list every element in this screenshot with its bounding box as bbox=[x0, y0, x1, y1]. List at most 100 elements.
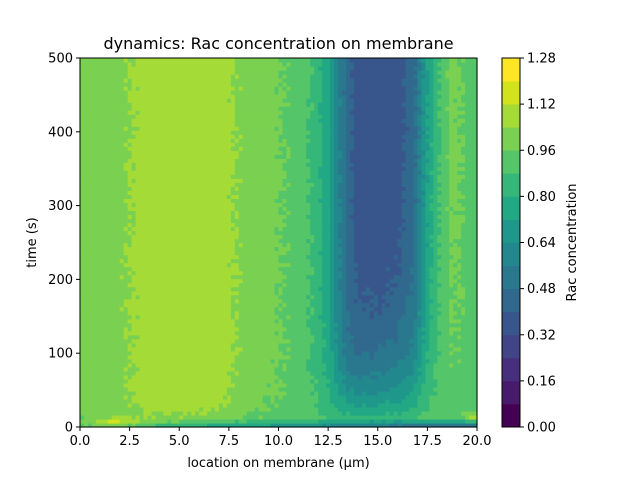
contour-cell bbox=[373, 394, 379, 400]
contour-cell bbox=[254, 362, 260, 368]
contour-cell bbox=[405, 422, 411, 428]
contour-cell bbox=[155, 418, 160, 424]
contour-cell bbox=[207, 306, 212, 312]
contour-cell bbox=[349, 410, 355, 416]
contour-cell bbox=[373, 226, 379, 232]
contour-cell bbox=[294, 226, 299, 232]
contour-cell bbox=[111, 326, 117, 332]
contour-cell bbox=[445, 318, 450, 324]
contour-cell bbox=[318, 274, 323, 280]
contour-cell bbox=[457, 326, 462, 332]
contour-cell bbox=[83, 306, 89, 312]
contour-cell bbox=[441, 390, 446, 396]
contour-cell bbox=[457, 306, 462, 312]
contour-cell bbox=[80, 326, 85, 332]
contour-cell bbox=[250, 422, 256, 428]
contour-cell bbox=[266, 346, 272, 352]
contour-cell bbox=[302, 242, 307, 248]
contour-cell bbox=[286, 382, 292, 388]
contour-cell bbox=[310, 298, 315, 304]
contour-cell bbox=[342, 370, 347, 376]
contour-cell bbox=[373, 246, 379, 252]
contour-cell bbox=[413, 318, 419, 324]
contour-cell bbox=[425, 410, 430, 416]
contour-cell bbox=[187, 334, 192, 340]
contour-cell bbox=[441, 234, 446, 240]
contour-cell bbox=[111, 278, 117, 284]
contour-cell bbox=[393, 254, 399, 260]
contour-cell bbox=[417, 226, 423, 232]
contour-cell bbox=[393, 306, 399, 312]
contour-cell bbox=[326, 398, 331, 404]
contour-cell bbox=[405, 402, 411, 408]
contour-cell bbox=[278, 250, 284, 256]
contour-cell bbox=[381, 290, 387, 296]
contour-cell bbox=[258, 286, 264, 292]
contour-cell bbox=[338, 358, 343, 364]
contour-cell bbox=[258, 238, 264, 244]
contour-cell bbox=[349, 362, 355, 368]
contour-cell bbox=[135, 242, 141, 248]
contour-cell bbox=[286, 306, 292, 312]
contour-cell bbox=[294, 382, 299, 388]
contour-cell bbox=[87, 266, 93, 272]
contour-cell bbox=[401, 278, 407, 284]
contour-cell bbox=[107, 378, 113, 384]
contour-cell bbox=[286, 258, 292, 264]
contour-cell bbox=[310, 274, 315, 280]
contour-cell bbox=[242, 242, 248, 248]
contour-cell bbox=[318, 358, 323, 364]
contour-cell bbox=[103, 262, 109, 268]
contour-cell bbox=[385, 270, 391, 276]
contour-cell bbox=[457, 250, 462, 256]
contour-cell bbox=[167, 326, 172, 332]
contour-cell bbox=[238, 334, 244, 340]
contour-cell bbox=[445, 302, 450, 308]
contour-cell bbox=[147, 414, 153, 420]
contour-cell bbox=[91, 234, 97, 240]
contour-cell bbox=[353, 406, 359, 412]
contour-cell bbox=[211, 342, 216, 348]
contour-cell bbox=[175, 242, 180, 248]
contour-cell bbox=[409, 286, 415, 292]
contour-cell bbox=[389, 378, 395, 384]
contour-cell bbox=[397, 322, 403, 328]
contour-cell bbox=[461, 350, 466, 356]
contour-cell bbox=[242, 310, 248, 316]
contour-cell bbox=[290, 422, 295, 428]
contour-cell bbox=[353, 306, 359, 312]
contour-cell bbox=[151, 338, 157, 344]
contour-cell bbox=[357, 258, 363, 264]
contour-cell bbox=[302, 402, 307, 408]
contour-cell bbox=[338, 314, 343, 320]
contour-cell bbox=[361, 318, 367, 324]
contour-cell bbox=[294, 338, 299, 344]
contour-cell bbox=[123, 382, 129, 388]
contour-cell bbox=[179, 366, 184, 372]
contour-cell bbox=[246, 406, 252, 412]
contour-cell bbox=[345, 422, 351, 428]
contour-cell bbox=[103, 342, 109, 348]
contour-cell bbox=[425, 226, 430, 232]
contour-cell bbox=[294, 242, 299, 248]
contour-cell bbox=[266, 290, 272, 296]
contour-cell bbox=[115, 414, 121, 420]
contour-cell bbox=[397, 318, 403, 324]
contour-cell bbox=[258, 274, 264, 280]
contour-cell bbox=[353, 410, 359, 416]
contour-cell bbox=[238, 250, 244, 256]
contour-cell bbox=[322, 342, 327, 348]
contour-cell bbox=[95, 406, 101, 412]
contour-cell bbox=[278, 382, 284, 388]
contour-cell bbox=[191, 370, 196, 376]
contour-cell bbox=[83, 314, 89, 320]
contour-cell bbox=[282, 398, 288, 404]
contour-cell bbox=[330, 298, 335, 304]
contour-cell bbox=[83, 270, 89, 276]
contour-cell bbox=[334, 306, 339, 312]
contour-cell bbox=[461, 378, 466, 384]
contour-cell bbox=[322, 298, 327, 304]
contour-cell bbox=[242, 322, 248, 328]
contour-cell bbox=[302, 270, 307, 276]
contour-cell bbox=[286, 422, 292, 428]
